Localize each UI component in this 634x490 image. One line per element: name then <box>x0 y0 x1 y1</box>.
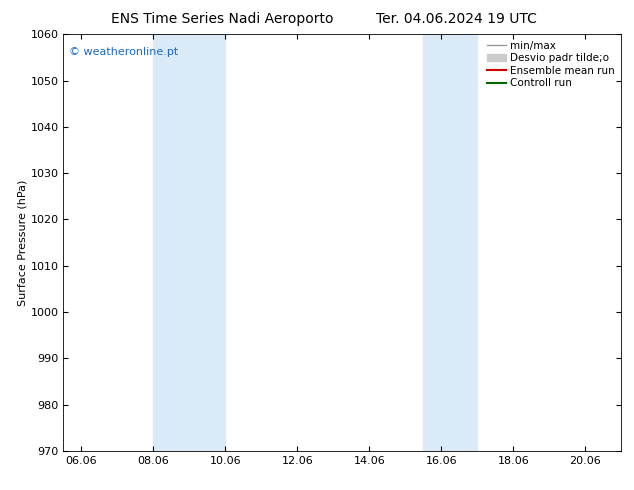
Bar <box>424 34 477 451</box>
Bar <box>153 34 225 451</box>
Legend: min/max, Desvio padr tilde;o, Ensemble mean run, Controll run: min/max, Desvio padr tilde;o, Ensemble m… <box>483 36 619 93</box>
Text: Ter. 04.06.2024 19 UTC: Ter. 04.06.2024 19 UTC <box>376 12 537 26</box>
Y-axis label: Surface Pressure (hPa): Surface Pressure (hPa) <box>18 179 28 306</box>
Text: © weatheronline.pt: © weatheronline.pt <box>69 47 178 57</box>
Text: ENS Time Series Nadi Aeroporto: ENS Time Series Nadi Aeroporto <box>111 12 333 26</box>
